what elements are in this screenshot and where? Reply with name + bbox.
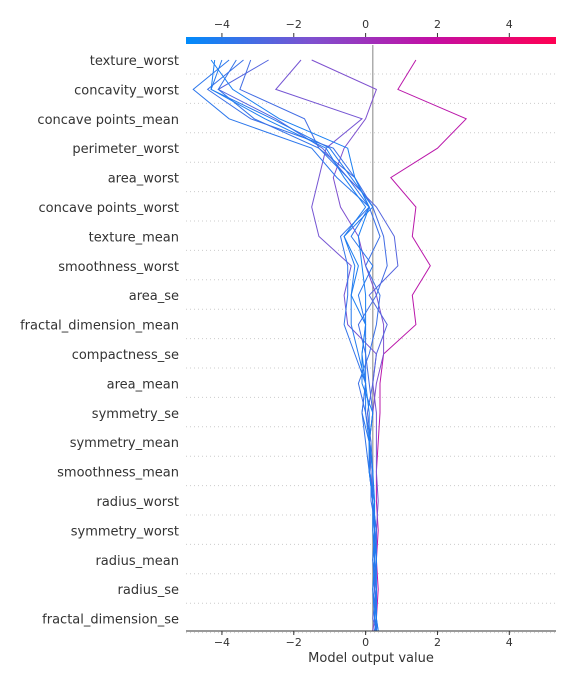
feature-label: area_mean (107, 377, 179, 392)
feature-label: texture_mean (89, 230, 179, 245)
feature-label: concave points_mean (37, 113, 179, 128)
bottom-axis-ticks: −4 −2 0 2 4 (214, 631, 513, 649)
decision-lines (192, 59, 468, 632)
feature-label: radius_worst (97, 495, 180, 510)
tick-label: −2 (286, 18, 302, 31)
feature-label: area_se (129, 289, 179, 304)
x-axis-label: Model output value (308, 651, 434, 666)
decision-line (192, 59, 377, 632)
feature-label: compactness_se (72, 348, 179, 363)
feature-label: fractal_dimension_mean (20, 319, 179, 334)
feature-label: perimeter_worst (72, 142, 179, 157)
feature-label: fractal_dimension_se (42, 613, 179, 628)
tick-label: 2 (434, 18, 441, 31)
gridlines (186, 73, 556, 634)
feature-label: symmetry_worst (71, 524, 179, 539)
decision-line (210, 59, 379, 632)
feature-label: smoothness_worst (58, 260, 179, 275)
colorbar (186, 37, 556, 44)
decision-line (210, 59, 377, 632)
tick-label: 4 (506, 18, 513, 31)
feature-label: symmetry_mean (70, 436, 179, 451)
tick-label: 4 (506, 636, 513, 649)
feature-label: radius_se (118, 583, 179, 598)
top-axis-ticks: −4 −2 0 2 4 (214, 18, 513, 37)
feature-label: texture_worst (90, 54, 179, 69)
feature-label: concavity_worst (74, 83, 179, 98)
decision-line (217, 59, 379, 632)
tick-label: −4 (214, 636, 230, 649)
feature-label: area_worst (108, 172, 179, 187)
decision-line (206, 59, 381, 631)
tick-label: 2 (434, 636, 441, 649)
decision-line (375, 59, 468, 631)
tick-label: 0 (362, 18, 369, 31)
tick-label: −4 (214, 18, 230, 31)
feature-label: smoothness_mean (57, 466, 179, 481)
decision-line (210, 59, 377, 632)
feature-label: concave points_worst (38, 201, 179, 216)
feature-label: radius_mean (95, 554, 179, 569)
feature-label: symmetry_se (92, 407, 179, 422)
tick-label: −2 (286, 636, 302, 649)
tick-label: 0 (362, 636, 369, 649)
